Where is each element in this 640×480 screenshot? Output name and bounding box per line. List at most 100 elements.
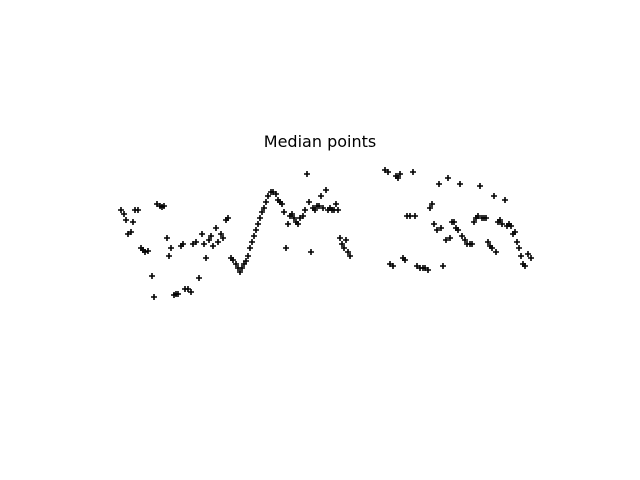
data-point	[206, 237, 212, 243]
data-point	[440, 263, 446, 269]
data-point	[283, 245, 289, 251]
data-point	[489, 245, 495, 251]
data-point	[259, 209, 265, 215]
data-point	[347, 253, 353, 259]
data-point	[161, 203, 167, 209]
data-point	[208, 233, 214, 239]
data-point	[514, 239, 520, 245]
data-point	[273, 191, 279, 197]
data-point	[249, 239, 255, 245]
data-point	[429, 201, 435, 207]
data-point	[225, 215, 231, 221]
data-point	[427, 205, 433, 211]
data-point	[345, 249, 351, 255]
data-point	[251, 233, 257, 239]
data-point	[518, 253, 524, 259]
points-layer	[118, 167, 534, 300]
data-point	[188, 289, 194, 295]
data-point	[257, 215, 263, 221]
data-point	[459, 233, 465, 239]
data-point	[237, 269, 243, 275]
data-point	[300, 213, 306, 219]
data-point	[247, 245, 253, 251]
data-point	[462, 237, 468, 243]
data-point	[135, 207, 141, 213]
data-point	[434, 227, 440, 233]
data-point	[469, 241, 475, 247]
data-point	[279, 201, 285, 207]
data-point	[215, 239, 221, 245]
data-point	[291, 215, 297, 221]
data-point	[193, 239, 199, 245]
data-point	[451, 219, 457, 225]
data-point	[497, 217, 503, 223]
chart-title: Median points	[263, 132, 377, 151]
data-point	[253, 227, 259, 233]
data-point	[213, 225, 219, 231]
data-point	[412, 213, 418, 219]
data-point	[457, 181, 463, 187]
data-point	[436, 181, 442, 187]
data-point	[443, 237, 449, 243]
data-point	[525, 251, 531, 257]
data-point	[239, 265, 245, 271]
data-point	[285, 221, 291, 227]
data-point	[402, 257, 408, 263]
data-point	[168, 245, 174, 251]
data-point	[265, 193, 271, 199]
data-point	[230, 257, 236, 263]
data-point	[210, 243, 216, 249]
data-point	[477, 183, 483, 189]
data-point	[438, 225, 444, 231]
data-point	[318, 193, 324, 199]
data-point	[142, 249, 148, 255]
data-point	[431, 221, 437, 227]
data-point	[512, 229, 518, 235]
data-point	[390, 263, 396, 269]
data-point	[499, 221, 505, 227]
data-point	[118, 207, 124, 213]
data-point	[320, 205, 326, 211]
data-point	[425, 267, 431, 273]
data-point	[323, 187, 329, 193]
data-point	[522, 263, 528, 269]
data-point	[243, 258, 249, 264]
data-point	[199, 231, 205, 237]
data-point	[395, 175, 401, 181]
data-point	[312, 207, 318, 213]
data-point	[445, 175, 451, 181]
data-point	[304, 171, 310, 177]
data-point	[220, 235, 226, 241]
data-point	[385, 169, 391, 175]
data-point	[185, 286, 191, 292]
data-point	[203, 255, 209, 261]
data-point	[130, 219, 136, 225]
data-point	[447, 235, 453, 241]
data-point	[255, 221, 261, 227]
data-point	[308, 249, 314, 255]
data-point	[281, 209, 287, 215]
data-point	[397, 171, 403, 177]
data-point	[341, 245, 347, 251]
data-point	[502, 197, 508, 203]
data-point	[164, 235, 170, 241]
data-point	[289, 211, 295, 217]
data-point	[337, 235, 343, 241]
data-point	[475, 213, 481, 219]
data-point	[145, 248, 151, 254]
data-point	[201, 241, 207, 247]
data-point	[516, 245, 522, 251]
data-point	[121, 211, 127, 217]
data-point	[410, 169, 416, 175]
data-point	[149, 273, 155, 279]
data-point	[333, 201, 339, 207]
data-point	[343, 237, 349, 243]
data-point	[128, 229, 134, 235]
data-point	[123, 217, 129, 223]
data-point	[263, 199, 269, 205]
data-point	[483, 215, 489, 221]
data-point	[295, 221, 301, 227]
data-point	[245, 253, 251, 259]
data-point	[166, 253, 172, 259]
